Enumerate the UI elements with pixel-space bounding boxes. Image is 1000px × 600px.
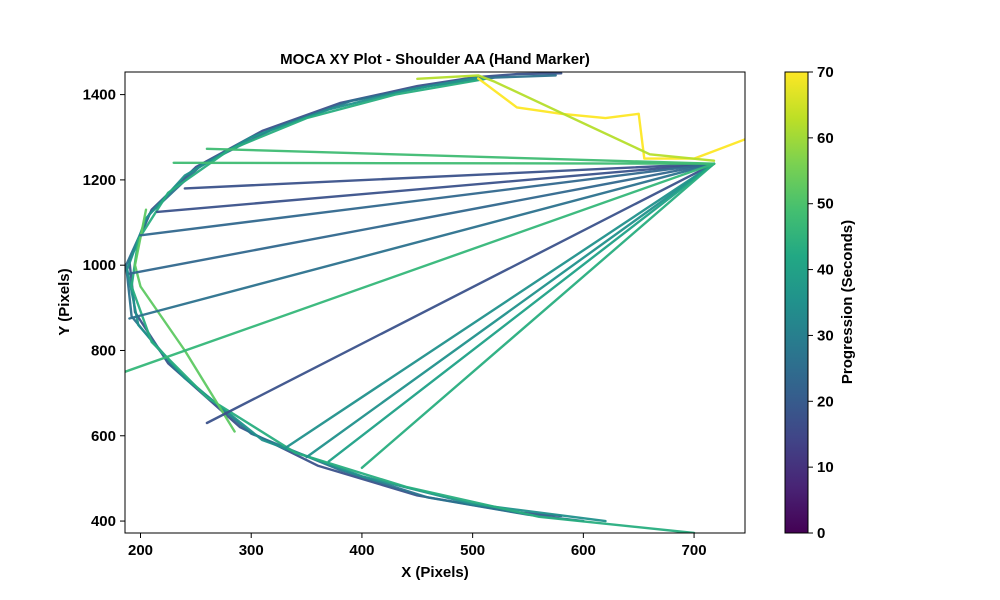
x-axis-title: X (Pixels) [401, 564, 469, 581]
y-tick-label: 800 [91, 342, 116, 359]
series-line-14 [283, 162, 716, 450]
y-axis-title: Y (Pixels) [56, 268, 73, 335]
series-line-18 [205, 147, 716, 165]
colorbar-tick-label: 40 [817, 262, 834, 279]
colorbar-tick-label: 50 [817, 196, 834, 213]
x-tick-label: 700 [682, 542, 707, 559]
series-line-8 [155, 162, 716, 214]
colorbar-title: Progression (Seconds) [839, 220, 856, 384]
plot-frame [124, 71, 746, 534]
y-axis: 400 600 800 1000 1200 1400 [83, 87, 125, 530]
y-tick-label: 1200 [83, 172, 116, 189]
y-tick-label: 400 [91, 513, 116, 530]
series-line-15 [305, 162, 716, 459]
y-tick-label: 600 [91, 428, 116, 445]
series-line-10 [139, 162, 716, 237]
colorbar [784, 71, 809, 534]
series-line-6 [477, 77, 745, 160]
x-tick-label: 200 [128, 542, 153, 559]
series-layer [125, 72, 745, 533]
x-tick-label: 400 [349, 542, 374, 559]
y-tick-label: 1400 [83, 87, 116, 104]
x-tick-label: 500 [460, 542, 485, 559]
series-line-12 [128, 162, 716, 320]
x-axis: 200 300 400 500 600 700 [128, 533, 707, 559]
series-line-3 [126, 76, 607, 523]
x-tick-label: 600 [571, 542, 596, 559]
colorbar-tick-label: 20 [817, 393, 834, 410]
series-line-13 [205, 162, 716, 425]
series-line-2 [125, 74, 585, 523]
series-line-17 [360, 162, 716, 469]
y-tick-label: 1000 [83, 257, 116, 274]
chart-title: MOCA XY Plot - Shoulder AA (Hand Marker) [280, 51, 590, 68]
series-line-7 [416, 74, 716, 162]
colorbar-tick-label: 60 [817, 130, 834, 147]
series-line-5 [133, 208, 236, 433]
colorbar-tick-label: 10 [817, 459, 834, 476]
colorbar-tick-label: 0 [817, 525, 825, 542]
colorbar-tick-label: 30 [817, 327, 834, 344]
colorbar-axis: 0 10 20 30 40 50 60 70 [808, 64, 834, 542]
x-tick-label: 300 [239, 542, 264, 559]
series-line-16 [327, 162, 716, 463]
colorbar-tick-label: 70 [817, 64, 834, 81]
series-line-19 [172, 161, 716, 165]
series-line-4 [130, 78, 696, 533]
series-line-11 [128, 162, 716, 275]
series-line-20 [125, 162, 716, 374]
series-line-9 [183, 162, 716, 190]
